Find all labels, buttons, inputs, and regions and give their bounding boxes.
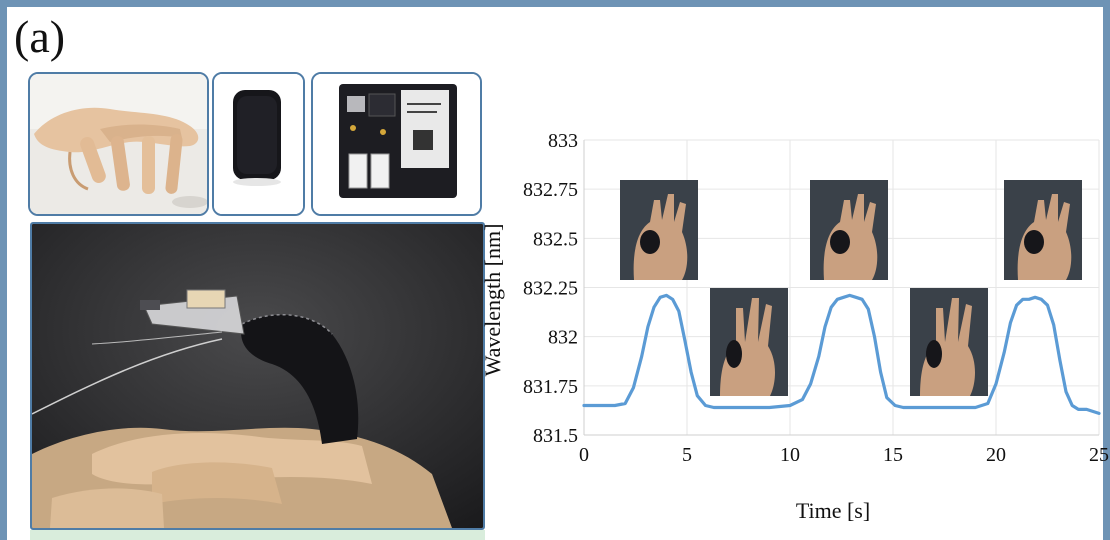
y-tick-label: 832 bbox=[548, 327, 578, 349]
y-tick-label: 832.5 bbox=[533, 228, 578, 250]
wooden-hand-photo bbox=[28, 72, 209, 216]
chart-axes bbox=[583, 140, 1099, 436]
x-tick-label: 15 bbox=[883, 444, 903, 466]
x-tick-labels: 0 5 10 15 20 25 bbox=[579, 444, 1109, 466]
y-tick-labels: 831.5 831.75 832 832.25 832.5 832.75 833 bbox=[523, 130, 578, 447]
y-tick-label: 831.5 bbox=[533, 425, 578, 447]
hand-inset-photo-1 bbox=[620, 180, 698, 280]
hand-inset-photo-2 bbox=[810, 180, 888, 280]
y-axis-label: Wavelength [nm] bbox=[484, 224, 505, 377]
chart-series bbox=[582, 293, 1101, 415]
panel-label: (a) bbox=[14, 11, 66, 62]
hand-inset-photo-4 bbox=[710, 288, 788, 396]
hand-inset-photos bbox=[620, 180, 1082, 396]
photo-caption-strip bbox=[30, 530, 485, 540]
x-axis-label: Time [s] bbox=[796, 498, 870, 523]
x-tick-label: 0 bbox=[579, 444, 589, 466]
y-tick-label: 832.25 bbox=[523, 278, 578, 300]
y-tick-label: 832.75 bbox=[523, 179, 578, 201]
x-tick-label: 5 bbox=[682, 444, 692, 466]
fabric-sleeve-photo bbox=[212, 72, 305, 216]
y-tick-label: 831.75 bbox=[523, 376, 578, 398]
hand-inset-photo-3 bbox=[1004, 180, 1082, 280]
x-tick-label: 25 bbox=[1089, 444, 1109, 466]
series-line-1 bbox=[582, 293, 1101, 415]
x-tick-label: 20 bbox=[986, 444, 1006, 466]
hand-inset-photo-5 bbox=[910, 288, 988, 396]
mounted-sensor-photo bbox=[30, 222, 485, 530]
x-tick-label: 10 bbox=[780, 444, 800, 466]
y-tick-label: 833 bbox=[548, 130, 578, 152]
wavelength-time-chart: 831.5 831.75 832 832.25 832.5 832.75 833 0 5 10 1… bbox=[484, 130, 1109, 523]
imu-board-photo bbox=[311, 72, 482, 216]
